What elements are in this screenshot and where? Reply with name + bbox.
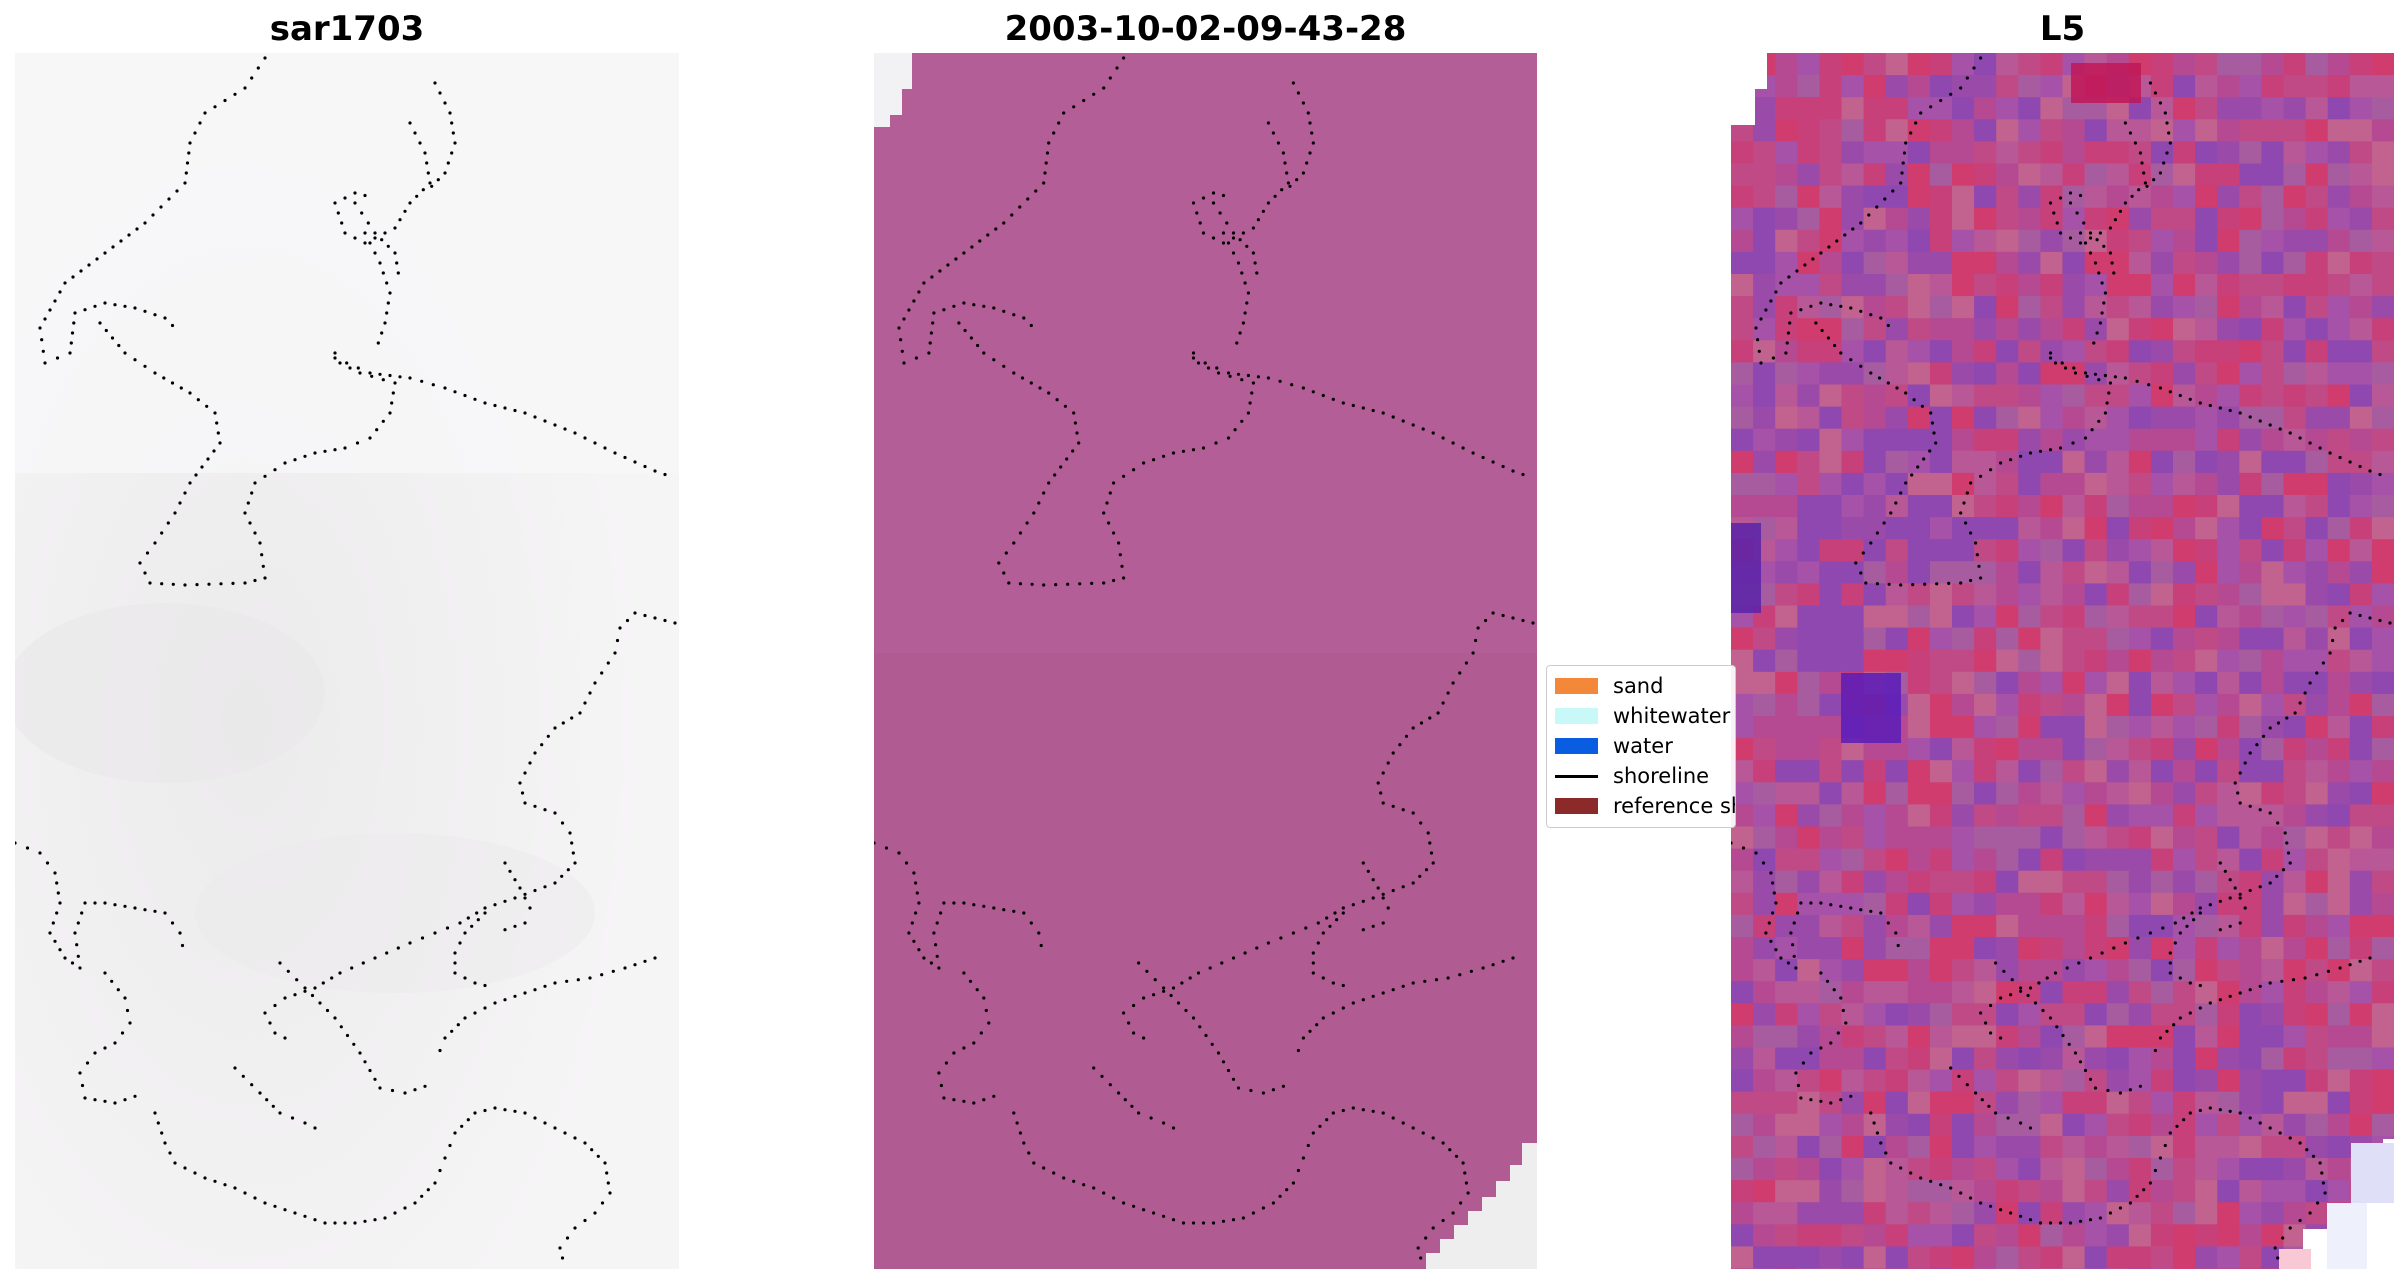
panel-title-image-name: sar1703 bbox=[269, 9, 425, 49]
legend-item-whitewater: whitewater bbox=[1547, 701, 1735, 731]
legend-label: shoreline bbox=[1613, 764, 1710, 788]
index-image bbox=[1731, 53, 2394, 1269]
whitewater-patch bbox=[1555, 708, 1598, 724]
legend-label: whitewater bbox=[1613, 704, 1731, 728]
legend: sand whitewater water shoreline referenc… bbox=[1546, 665, 1736, 828]
classified-image-panel bbox=[874, 53, 1537, 1269]
legend-label: sand bbox=[1613, 674, 1664, 698]
legend-item-sand: sand bbox=[1547, 671, 1735, 701]
sand-patch bbox=[1555, 678, 1598, 694]
shoreline-dots bbox=[874, 56, 1535, 1260]
legend-item-shoreline: shoreline bbox=[1547, 761, 1735, 791]
legend-item-reference-shoreline: reference shoreline bbox=[1547, 791, 1735, 821]
legend-label: water bbox=[1613, 734, 1673, 758]
panel-title-date: 2003-10-02-09-43-28 bbox=[1004, 9, 1407, 49]
rgb-image bbox=[15, 53, 679, 1269]
panel-title-satellite: L5 bbox=[2039, 9, 2086, 49]
shoreline-dots bbox=[1731, 56, 2392, 1260]
rgb-image-panel bbox=[15, 53, 679, 1269]
reference-shoreline-patch bbox=[1555, 798, 1598, 814]
shoreline-dots bbox=[15, 56, 677, 1260]
ndwi-image-panel bbox=[1731, 53, 2394, 1269]
classified-image bbox=[874, 53, 1537, 1269]
legend-label: reference shoreline bbox=[1613, 794, 1735, 818]
shoreline-line bbox=[1555, 775, 1598, 778]
legend-item-water: water bbox=[1547, 731, 1735, 761]
water-patch bbox=[1555, 738, 1598, 754]
